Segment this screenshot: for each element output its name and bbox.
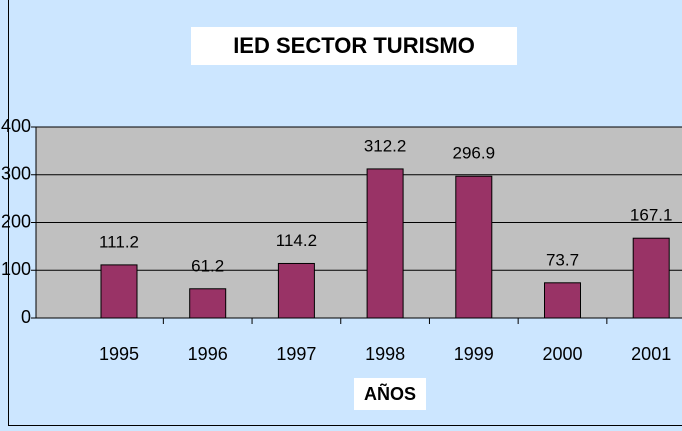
data-label: 167.1 bbox=[630, 206, 673, 225]
data-label: 296.9 bbox=[453, 144, 496, 163]
x-tick-label: 1998 bbox=[365, 344, 405, 364]
x-tick-label: 2001 bbox=[631, 344, 671, 364]
bar bbox=[366, 168, 404, 319]
bar bbox=[100, 264, 138, 319]
y-tick-label: 0 bbox=[21, 307, 31, 327]
data-label: 61.2 bbox=[191, 256, 224, 275]
data-label: 114.2 bbox=[276, 231, 317, 250]
x-tick-label: 1997 bbox=[276, 344, 316, 364]
data-label: 312.2 bbox=[364, 136, 407, 155]
y-tick-label: 300 bbox=[1, 164, 31, 184]
bar bbox=[544, 282, 581, 319]
bar bbox=[189, 288, 227, 319]
x-axis-label: AÑOS bbox=[364, 383, 416, 404]
chart-title: IED SECTOR TURISMO bbox=[233, 33, 475, 58]
y-tick-label: 100 bbox=[1, 259, 31, 279]
data-label: 111.2 bbox=[99, 232, 139, 251]
x-tick-label: 1999 bbox=[454, 344, 494, 364]
y-tick-label: 200 bbox=[1, 211, 31, 231]
x-tick-label: 2000 bbox=[542, 344, 582, 364]
x-tick-label: 1996 bbox=[188, 344, 228, 364]
data-label: 73.7 bbox=[546, 250, 579, 269]
bar bbox=[455, 175, 493, 319]
x-tick-label: 1995 bbox=[99, 344, 139, 364]
x-label-box bbox=[354, 378, 426, 410]
bar bbox=[632, 237, 670, 319]
bar bbox=[277, 262, 315, 319]
title-box bbox=[191, 27, 517, 65]
y-tick-label: 400 bbox=[1, 116, 31, 136]
